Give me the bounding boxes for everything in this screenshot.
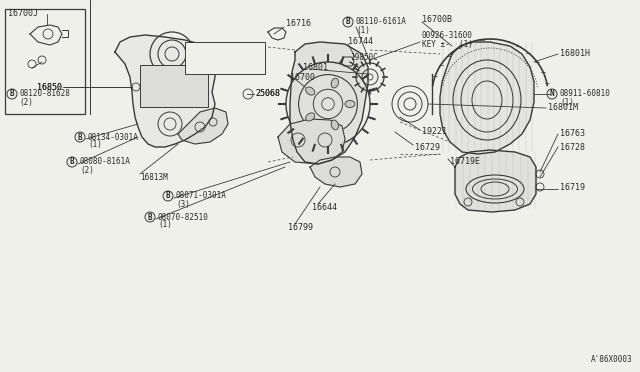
Text: (2): (2): [19, 97, 33, 106]
Text: 16719: 16719: [560, 183, 585, 192]
Polygon shape: [178, 108, 228, 144]
Text: 16850: 16850: [37, 83, 62, 92]
Text: 00926-31600: 00926-31600: [422, 32, 473, 41]
Text: 16700J: 16700J: [8, 10, 38, 19]
Text: B: B: [346, 17, 350, 26]
Text: 16801M: 16801M: [548, 103, 578, 112]
Text: 19850C: 19850C: [350, 52, 378, 61]
Bar: [5, 9, 85, 114]
Text: STUD スタッド(3): STUD スタッド(3): [187, 61, 238, 67]
Text: 08080-8161A: 08080-8161A: [80, 157, 131, 167]
Polygon shape: [440, 42, 534, 154]
Text: (1): (1): [356, 26, 370, 35]
Text: B: B: [148, 212, 152, 221]
Text: 16801H: 16801H: [560, 49, 590, 58]
Polygon shape: [278, 119, 345, 164]
Text: 08223-82810: 08223-82810: [187, 49, 238, 58]
Text: 08071-0301A: 08071-0301A: [176, 192, 227, 201]
Text: 16700B: 16700B: [422, 16, 452, 25]
Text: 08070-82510: 08070-82510: [158, 212, 209, 221]
Text: 16719E: 16719E: [450, 157, 480, 167]
Bar: [185, 42, 265, 74]
Text: 16801: 16801: [303, 62, 328, 71]
Text: 25068: 25068: [255, 90, 280, 99]
Text: 16763: 16763: [560, 129, 585, 138]
Text: A'86X0003: A'86X0003: [590, 355, 632, 364]
Text: 16728: 16728: [560, 142, 585, 151]
Text: 16700: 16700: [290, 73, 315, 81]
Ellipse shape: [331, 78, 339, 88]
Text: 08134-0301A: 08134-0301A: [88, 132, 139, 141]
Ellipse shape: [306, 113, 315, 121]
Text: 08911-60810: 08911-60810: [560, 90, 611, 99]
Text: 16716: 16716: [286, 19, 311, 29]
Polygon shape: [290, 42, 368, 164]
Text: 16644: 16644: [312, 202, 337, 212]
Text: (1): (1): [158, 221, 172, 230]
Text: B: B: [70, 157, 74, 167]
Text: (1): (1): [560, 97, 574, 106]
Text: 16799: 16799: [288, 222, 313, 231]
Text: B: B: [77, 132, 83, 141]
Ellipse shape: [306, 87, 315, 95]
Text: B: B: [10, 90, 14, 99]
Text: 08110-6161A: 08110-6161A: [356, 17, 407, 26]
Text: (1): (1): [88, 141, 102, 150]
Polygon shape: [310, 157, 362, 187]
Text: KEY ±-  (1): KEY ±- (1): [422, 39, 473, 48]
Text: (3): (3): [176, 199, 190, 208]
Text: (2): (2): [80, 166, 94, 174]
Text: 16850: 16850: [37, 83, 62, 92]
Polygon shape: [455, 150, 536, 212]
Ellipse shape: [345, 100, 355, 108]
Text: B: B: [166, 192, 170, 201]
Text: 08120-81628: 08120-81628: [19, 90, 70, 99]
Polygon shape: [115, 35, 215, 147]
Text: 25068: 25068: [255, 90, 280, 99]
Text: N: N: [550, 90, 554, 99]
Text: 16813M: 16813M: [140, 173, 168, 182]
Ellipse shape: [331, 120, 339, 130]
Bar: [140, 65, 208, 107]
Text: 16729: 16729: [415, 142, 440, 151]
Text: 16744: 16744: [348, 38, 373, 46]
Text: 19221: 19221: [422, 128, 447, 137]
